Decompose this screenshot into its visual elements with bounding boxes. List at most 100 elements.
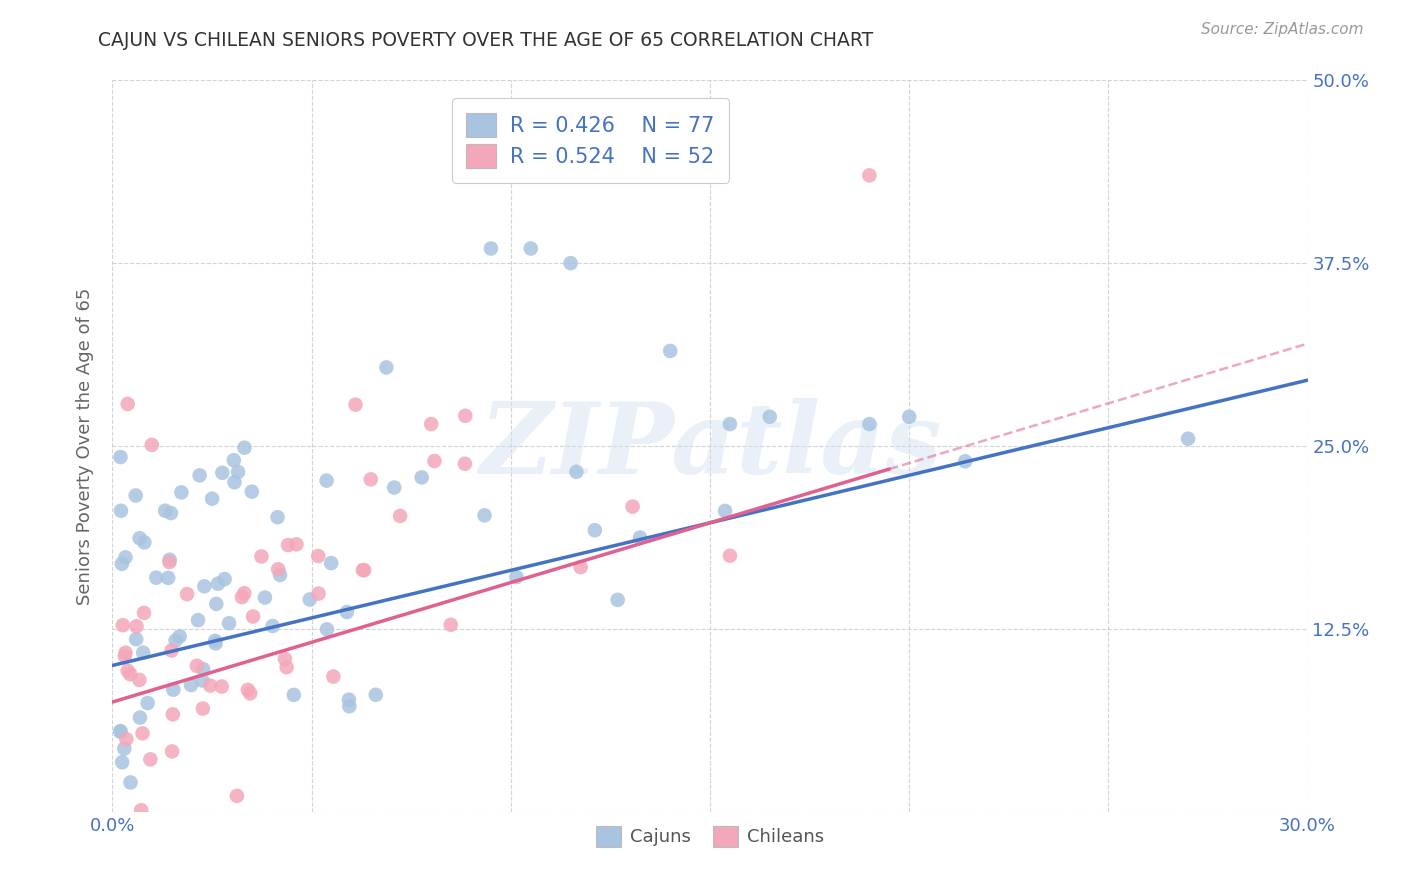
Point [214, 572, 236, 586]
Point [134, 535, 156, 549]
Point [207, 576, 229, 591]
Point [344, 398, 367, 412]
Point [129, 710, 152, 724]
Point [307, 549, 329, 563]
Point [240, 484, 263, 499]
Point [205, 597, 228, 611]
Point [186, 658, 208, 673]
Point [162, 707, 184, 722]
Point [233, 441, 256, 455]
Point [858, 169, 880, 183]
Point [110, 504, 132, 518]
Point [141, 438, 163, 452]
Point [114, 649, 136, 664]
Point [191, 662, 214, 676]
Point [560, 256, 582, 270]
Point [239, 686, 262, 700]
Point [110, 724, 132, 739]
Point [440, 617, 463, 632]
Point [606, 592, 628, 607]
Point [191, 673, 214, 688]
Point [157, 571, 180, 585]
Point [454, 409, 477, 423]
Point [298, 592, 321, 607]
Point [115, 732, 138, 747]
Point [353, 563, 375, 577]
Point [266, 510, 288, 524]
Point [231, 590, 253, 604]
Point [160, 506, 183, 520]
Point [191, 701, 214, 715]
Text: Source: ZipAtlas.com: Source: ZipAtlas.com [1201, 22, 1364, 37]
Point [200, 679, 222, 693]
Point [165, 633, 187, 648]
Point [110, 724, 132, 739]
Point [187, 613, 209, 627]
Point [336, 605, 359, 619]
Point [218, 616, 240, 631]
Point [160, 744, 183, 758]
Point [188, 468, 211, 483]
Point [117, 664, 139, 678]
Point [898, 409, 921, 424]
Point [628, 531, 651, 545]
Point [364, 688, 387, 702]
Point [285, 537, 308, 551]
Point [382, 481, 405, 495]
Point [337, 692, 360, 706]
Point [315, 474, 337, 488]
Point [375, 360, 398, 375]
Point [276, 660, 298, 674]
Point [953, 454, 976, 468]
Point [211, 466, 233, 480]
Point [714, 504, 737, 518]
Point [125, 619, 148, 633]
Point [236, 682, 259, 697]
Point [283, 688, 305, 702]
Point [176, 587, 198, 601]
Point [242, 609, 264, 624]
Point [204, 633, 226, 648]
Point [112, 741, 135, 756]
Point [117, 397, 139, 411]
Point [110, 450, 132, 464]
Point [180, 678, 202, 692]
Point [250, 549, 273, 564]
Point [128, 673, 150, 687]
Text: ZIPatlas: ZIPatlas [479, 398, 941, 494]
Point [505, 570, 527, 584]
Point [193, 579, 215, 593]
Point [159, 553, 181, 567]
Point [125, 489, 148, 503]
Point [125, 632, 148, 647]
Point [204, 636, 226, 650]
Point [170, 485, 193, 500]
Point [479, 242, 502, 256]
Point [169, 629, 191, 643]
Point [145, 571, 167, 585]
Point [201, 491, 224, 506]
Point [211, 680, 233, 694]
Point [352, 563, 374, 577]
Point [454, 457, 477, 471]
Point [262, 619, 284, 633]
Point [411, 470, 433, 484]
Point [337, 699, 360, 714]
Point [132, 646, 155, 660]
Point [423, 454, 446, 468]
Legend: Cajuns, Chileans: Cajuns, Chileans [589, 819, 831, 854]
Point [114, 550, 136, 565]
Point [474, 508, 496, 523]
Point [128, 531, 150, 545]
Point [322, 669, 344, 683]
Point [233, 586, 256, 600]
Point [111, 618, 134, 632]
Point [111, 756, 134, 770]
Point [718, 549, 741, 563]
Y-axis label: Seniors Poverty Over the Age of 65: Seniors Poverty Over the Age of 65 [76, 287, 94, 605]
Point [316, 623, 339, 637]
Point [253, 591, 276, 605]
Point [718, 417, 741, 431]
Point [159, 555, 181, 569]
Point [131, 726, 153, 740]
